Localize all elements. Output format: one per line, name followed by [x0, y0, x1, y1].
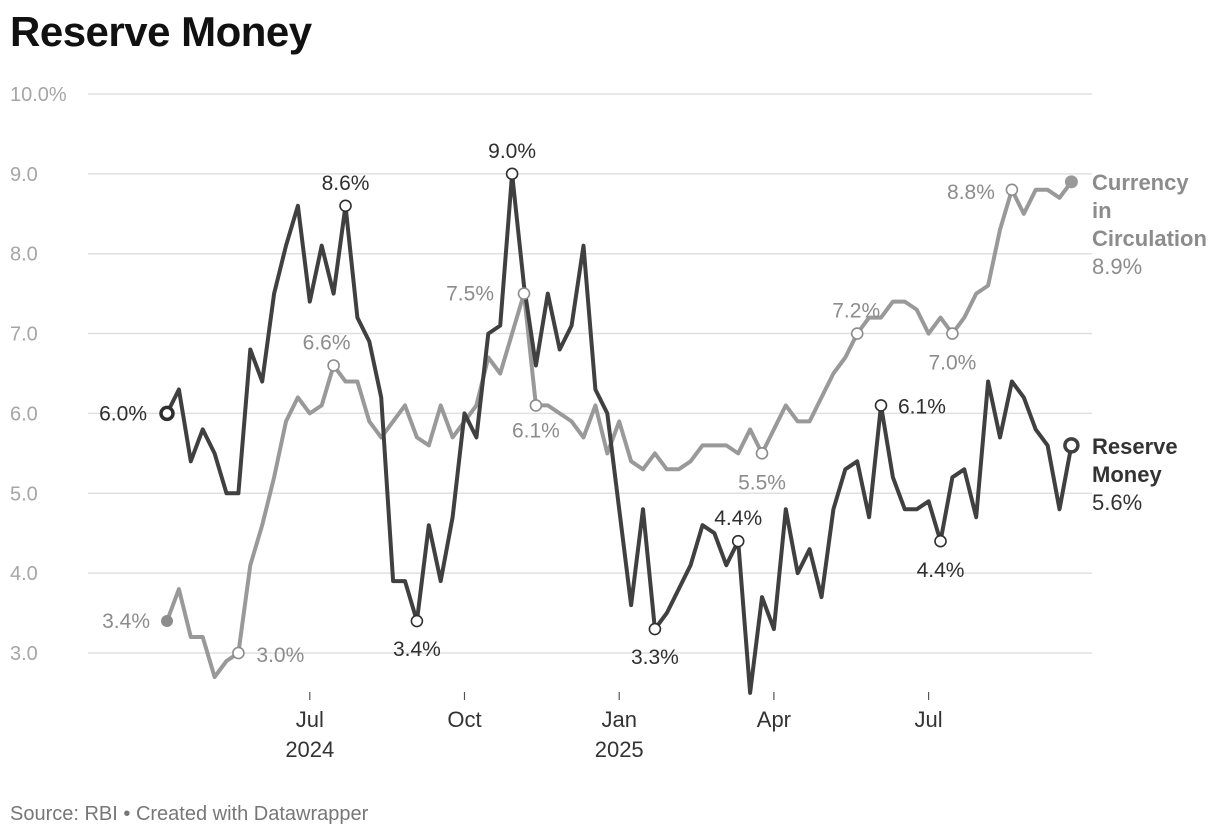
currency-annotation-label: 3.4% — [102, 610, 150, 633]
x-tick-year: 2024 — [285, 737, 334, 762]
currency-annotation-label: 6.1% — [512, 419, 560, 442]
reserve-annotation-label: 4.4% — [714, 507, 762, 530]
reserve-end-value: 5.6% — [1092, 490, 1142, 515]
reserve-annotation-label: 3.3% — [631, 646, 679, 669]
reserve-annotation-label: 3.4% — [393, 638, 441, 661]
currency-annotation-label: 7.2% — [832, 300, 880, 323]
reserve-point-marker — [339, 199, 352, 213]
currency-point-marker — [946, 327, 959, 340]
reserve-annotation-label: 9.0% — [488, 140, 536, 163]
annotations: 3.4% 3.0% 6.6% 7.5% 6.1% 5.5% 7.2% 7.0% 8.8% 6.0%… — [99, 140, 1019, 669]
y-axis: 3.0 4.0 5.0 6.0 7.0 8.0 9.0 10.0% — [10, 84, 67, 665]
y-tick-label: 5.0 — [10, 483, 38, 505]
y-tick-label: 6.0 — [10, 403, 38, 425]
currency-annotation-label: 8.8% — [947, 181, 995, 204]
currency-point-marker — [850, 327, 864, 340]
y-tick-label: 3.0 — [10, 643, 38, 665]
x-tick-label: Apr — [757, 707, 791, 732]
currency-point-marker — [327, 359, 340, 372]
reserve-end-point — [1063, 437, 1080, 454]
currency-end-name: Currency — [1092, 170, 1189, 195]
currency-point-marker — [1005, 183, 1019, 197]
currency-end-point — [1064, 175, 1078, 189]
y-tick-label: 8.0 — [10, 244, 38, 266]
gridlines — [88, 93, 1092, 654]
currency-circulation-line — [165, 179, 1074, 679]
currency-point-marker — [517, 287, 531, 300]
series-end-labels: Currency in Circulation 8.9% Reserve Money 5.6… — [1063, 170, 1207, 515]
reserve-annotation-label: 4.4% — [917, 559, 965, 582]
y-tick-label: 10.0% — [10, 84, 67, 106]
y-tick-label: 7.0 — [10, 324, 38, 346]
currency-start-point — [161, 615, 173, 628]
currency-annotation-label: 7.0% — [928, 352, 976, 375]
y-tick-label: 9.0 — [10, 164, 38, 186]
series-lines — [165, 171, 1074, 695]
y-tick-label: 4.0 — [10, 563, 38, 585]
currency-point-marker — [755, 447, 769, 460]
currency-end-value: 8.9% — [1092, 254, 1142, 279]
currency-point-marker — [232, 646, 245, 660]
reserve-annotation-label: 6.1% — [898, 395, 946, 418]
currency-annotation-label: 7.5% — [446, 283, 494, 306]
currency-end-name: in — [1092, 198, 1112, 223]
reserve-annotation-label: 6.0% — [99, 402, 147, 425]
reserve-money-line — [165, 171, 1074, 695]
reserve-point-marker — [410, 614, 424, 628]
line-chart: 3.0 4.0 5.0 6.0 7.0 8.0 9.0 10.0% Jul 2024 Oct Jan… — [10, 84, 1207, 762]
reserve-end-name: Money — [1092, 462, 1162, 487]
reserve-point-marker — [934, 534, 947, 548]
reserve-annotation-label: 8.6% — [322, 172, 370, 195]
source-footer: Source: RBI • Created with Datawrapper — [10, 803, 369, 825]
reserve-point-marker — [874, 399, 888, 412]
reserve-point-marker — [648, 622, 662, 636]
reserve-point-marker — [731, 534, 745, 548]
x-axis: Jul 2024 Oct Jan 2025 Apr Jul — [285, 692, 943, 762]
x-tick-label: Oct — [447, 707, 481, 732]
x-tick-year: 2025 — [595, 737, 644, 762]
chart-title: Reserve Money — [10, 8, 312, 55]
x-tick-label: Jul — [296, 707, 324, 732]
x-tick-label: Jul — [915, 707, 943, 732]
x-tick-label: Jan — [601, 707, 636, 732]
currency-annotation-label: 6.6% — [303, 332, 351, 355]
reserve-start-point — [159, 405, 175, 422]
currency-end-name: Circulation — [1092, 226, 1207, 251]
reserve-point-marker — [505, 167, 519, 181]
currency-point-marker — [529, 399, 543, 412]
currency-annotation-label: 5.5% — [738, 471, 786, 494]
reserve-end-name: Reserve — [1092, 434, 1178, 459]
currency-annotation-label: 3.0% — [256, 644, 304, 667]
